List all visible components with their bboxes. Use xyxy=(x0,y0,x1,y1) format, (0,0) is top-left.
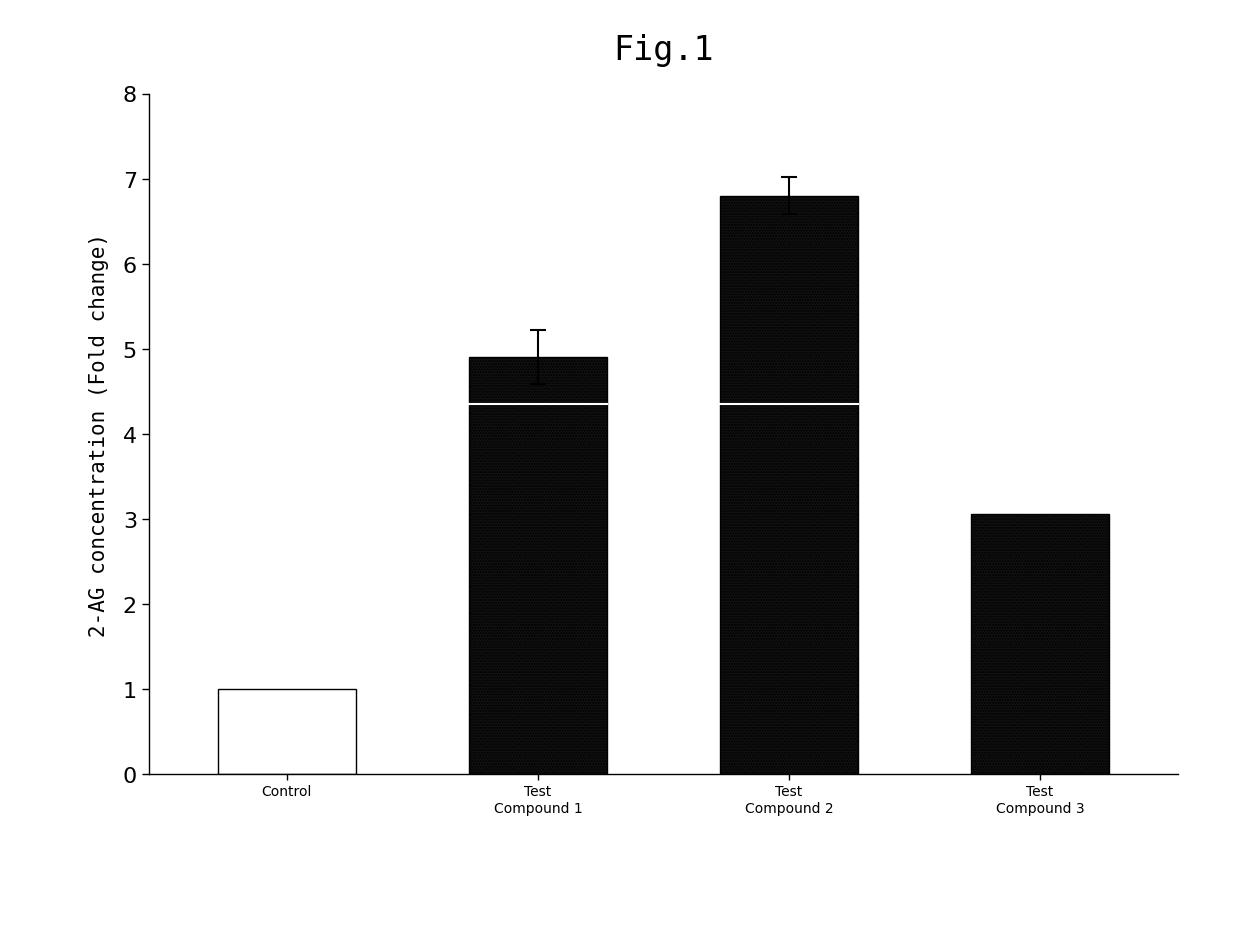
Title: Fig.1: Fig.1 xyxy=(613,34,714,67)
Bar xyxy=(218,689,356,774)
Bar xyxy=(469,358,606,774)
Bar xyxy=(971,515,1109,774)
Y-axis label: 2-AG concentration (Fold change): 2-AG concentration (Fold change) xyxy=(89,232,109,636)
Bar xyxy=(720,196,858,774)
